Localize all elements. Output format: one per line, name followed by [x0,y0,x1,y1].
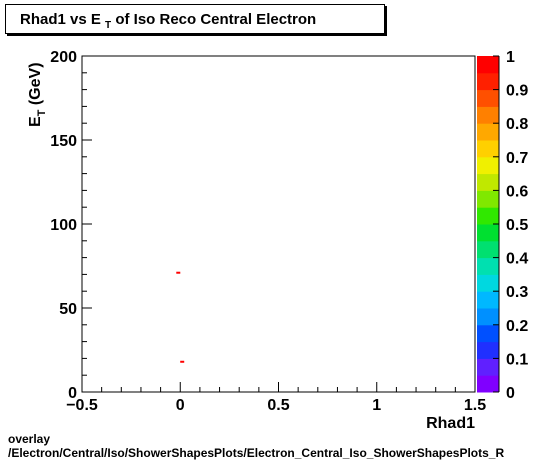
title-rest: of Iso Reco Central Electron [111,11,317,28]
y-tick-label: 0 [68,385,77,402]
colorbar-tick-label: 0.2 [506,318,528,335]
svg-text:ET (GeV): ET (GeV) [27,62,48,127]
colorbar-segment [477,308,499,326]
colorbar-segment [477,375,499,393]
x-tick-label: 0 [176,397,185,414]
colorbar-tick-label: 0.4 [506,251,528,268]
title-main: Rhad1 vs E [20,11,101,28]
title-subscript: T [105,20,112,31]
colorbar-tick-label: 0 [506,385,515,402]
colorbar-segment [477,106,499,124]
colorbar-tick-label: 0.1 [506,351,528,368]
x-tick-label: −0.5 [66,397,98,414]
chart-title-box: Rhad1 vs E T of Iso Reco Central Electro… [5,4,385,34]
data-point [176,271,181,274]
colorbar-tick-label: 0.7 [506,150,528,167]
colorbar-tick-label: 0.3 [506,284,528,301]
colorbar-segment [477,140,499,158]
y-label-rest: (GeV) [27,62,44,109]
colorbar-tick-label: 0.6 [506,183,528,200]
y-tick-label: 150 [50,133,77,150]
plot-frame [81,55,476,393]
colorbar-segment [477,173,499,191]
x-tick-label: 1 [372,397,381,414]
footer-line-1: overlay [8,432,51,446]
data-point [180,360,185,363]
colorbar-segment [477,89,499,107]
x-axis-label: Rhad1 [426,415,475,432]
x-tick-label: 1.5 [464,397,486,414]
colorbar-segment [477,123,499,141]
colorbar-segment [477,190,499,208]
colorbar-segment [477,56,499,74]
y-label-subscript: T [36,109,48,116]
colorbar-segment [477,156,499,175]
chart-title: Rhad1 vs E T of Iso Reco Central Electro… [20,11,316,31]
colorbar-segment [477,240,499,259]
colorbar-tick-label: 1 [506,49,515,66]
colorbar-segment [477,341,499,359]
colorbar-tick-label: 0.8 [506,116,528,133]
plot-area [81,55,476,393]
y-tick-label: 200 [50,49,77,66]
data-points [176,271,185,363]
colorbar-segment [477,207,499,225]
footer-line-2: /Electron/Central/Iso/ShowerShapesPlots/… [8,446,505,460]
axis-ticks [81,55,476,393]
colorbar-segment [477,224,499,242]
colorbar-segment [477,274,499,292]
y-tick-label: 50 [59,301,77,318]
colorbar-segment [477,291,499,309]
y-axis-label: ET (GeV) [27,62,48,127]
colorbar-tick-label: 0.9 [506,83,528,100]
colorbar-tick-label: 0.5 [506,217,528,234]
x-tick-label: 0.5 [267,397,289,414]
y-label-main: E [27,116,44,127]
y-tick-label: 100 [50,217,77,234]
colorbar: 0 0.1 0.2 0.3 0.4 0.5 0.6 0.7 0.8 0.9 1 [477,49,528,402]
colorbar-segment [477,72,499,91]
colorbar-segment [477,257,499,275]
colorbar-segment [477,358,499,376]
colorbar-segment [477,324,499,343]
